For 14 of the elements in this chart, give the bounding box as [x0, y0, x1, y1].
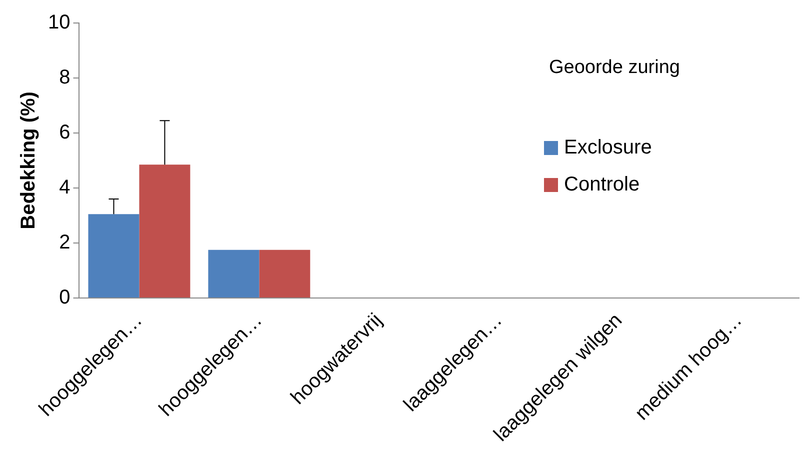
legend-label: Exclosure [564, 136, 652, 159]
y-tick-label: 2 [59, 231, 70, 254]
text: Geoorde zuring [549, 57, 680, 78]
y-tick-label: 0 [59, 286, 70, 308]
legend-label: Controle [564, 174, 640, 196]
y-tick-label: 6 [59, 121, 70, 144]
y-tick-label: 10 [48, 12, 70, 34]
y-tick-label: 4 [59, 176, 70, 198]
bar [88, 214, 140, 298]
bar [208, 250, 260, 298]
bar [139, 164, 190, 298]
y-tick-label: 8 [59, 66, 70, 89]
bar [259, 250, 310, 298]
y-axis-title: Bedekking (%) [18, 92, 40, 230]
